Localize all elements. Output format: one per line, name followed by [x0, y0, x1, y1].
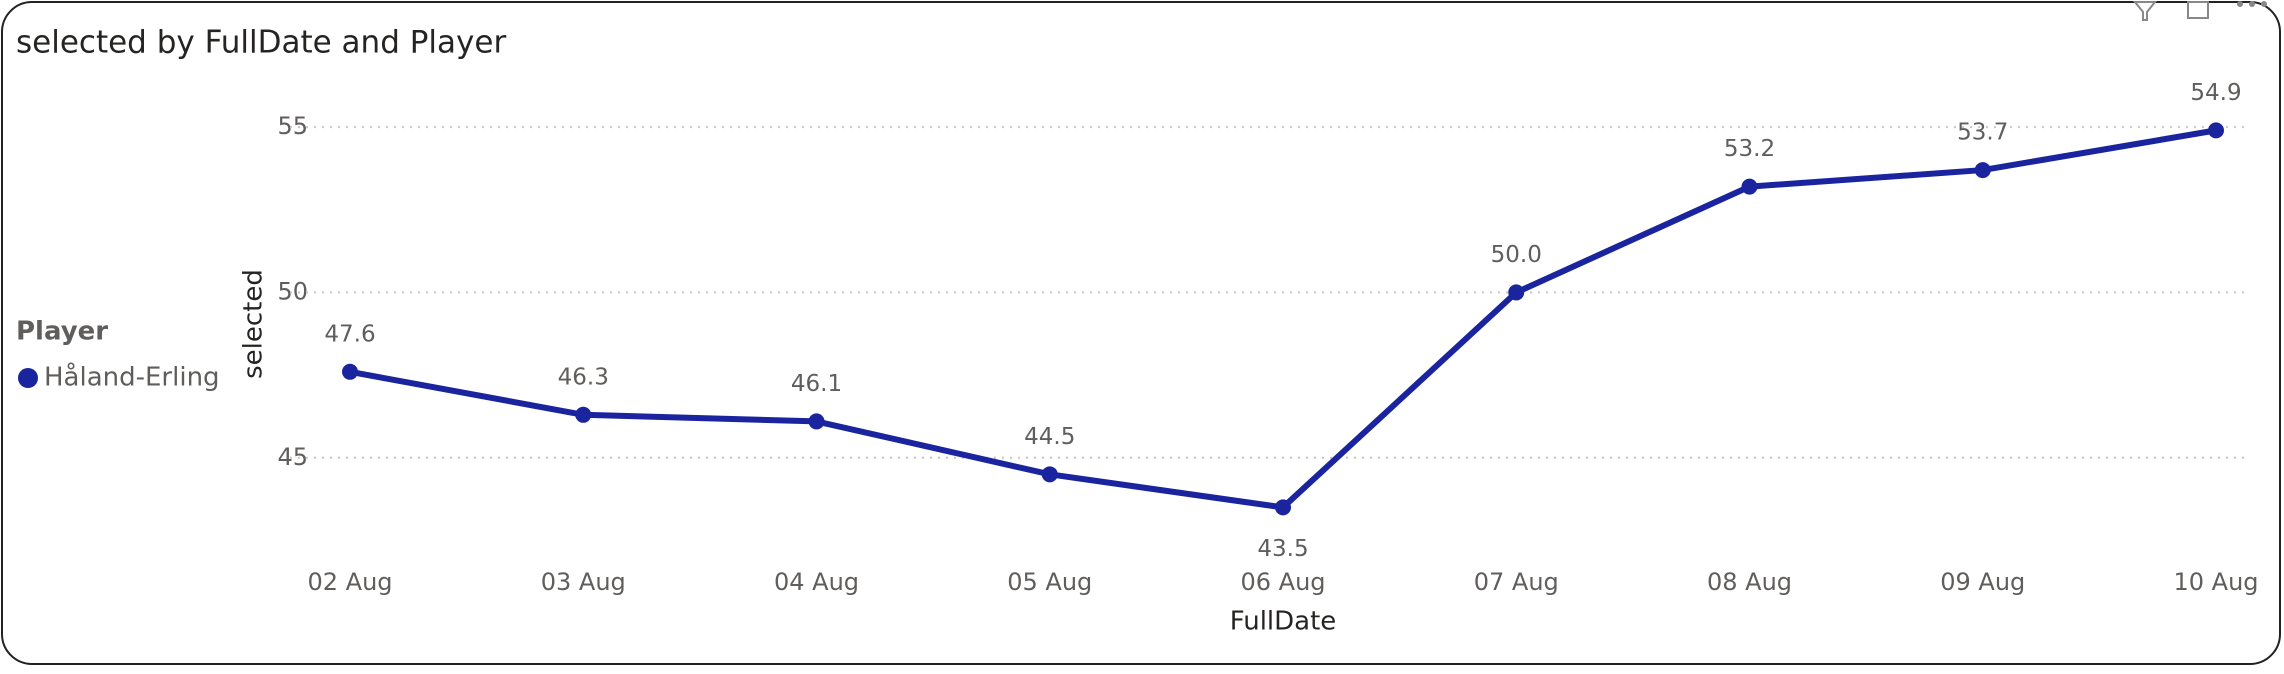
data-point — [808, 413, 825, 430]
legend-label: Håland-Erling — [44, 362, 220, 393]
data-point — [1508, 284, 1525, 301]
data-point — [575, 406, 592, 423]
data-label: 46.3 — [558, 364, 609, 390]
x-tick-label: 09 Aug — [1940, 568, 2025, 596]
chart-title: selected by FullDate and Player — [16, 25, 506, 61]
data-label: 50.0 — [1491, 242, 1542, 268]
data-point — [1041, 466, 1058, 483]
legend-title: Player — [16, 317, 108, 347]
data-point — [2208, 122, 2224, 139]
x-tick-label: 03 Aug — [541, 568, 626, 596]
more-icon[interactable] — [2249, 1, 2255, 7]
data-point — [342, 363, 358, 380]
x-tick-label: 04 Aug — [774, 568, 859, 596]
x-tick-label: 06 Aug — [1240, 568, 1325, 596]
focus-icon[interactable] — [2187, 1, 2209, 19]
data-label: 53.7 — [1957, 120, 2008, 146]
y-tick-label: 45 — [277, 443, 308, 471]
x-tick-label: 07 Aug — [1474, 568, 1559, 596]
x-tick-label: 10 Aug — [2173, 568, 2258, 596]
data-label: 44.5 — [1024, 424, 1075, 450]
more-icon[interactable] — [2261, 1, 2267, 7]
y-axis-title: selected — [239, 269, 269, 379]
data-point — [1275, 499, 1291, 516]
data-label: 53.2 — [1724, 136, 1775, 162]
filter-icon[interactable] — [2132, 1, 2158, 21]
visual-header-icons — [2132, 1, 2267, 21]
data-point — [1974, 162, 1991, 179]
data-label: 47.6 — [324, 321, 375, 347]
data-label: 54.9 — [2190, 80, 2241, 106]
x-tick-label: 02 Aug — [307, 568, 392, 596]
x-tick-label: 05 Aug — [1007, 568, 1092, 596]
x-tick-label: 08 Aug — [1707, 568, 1792, 596]
more-icon[interactable] — [2237, 1, 2243, 7]
y-tick-label: 50 — [277, 277, 308, 305]
legend-marker — [18, 368, 38, 388]
data-point — [1741, 178, 1758, 195]
data-label: 43.5 — [1257, 536, 1308, 562]
y-tick-label: 55 — [277, 112, 308, 140]
data-label: 46.1 — [791, 371, 842, 397]
x-axis-title: FullDate — [1230, 607, 1337, 637]
